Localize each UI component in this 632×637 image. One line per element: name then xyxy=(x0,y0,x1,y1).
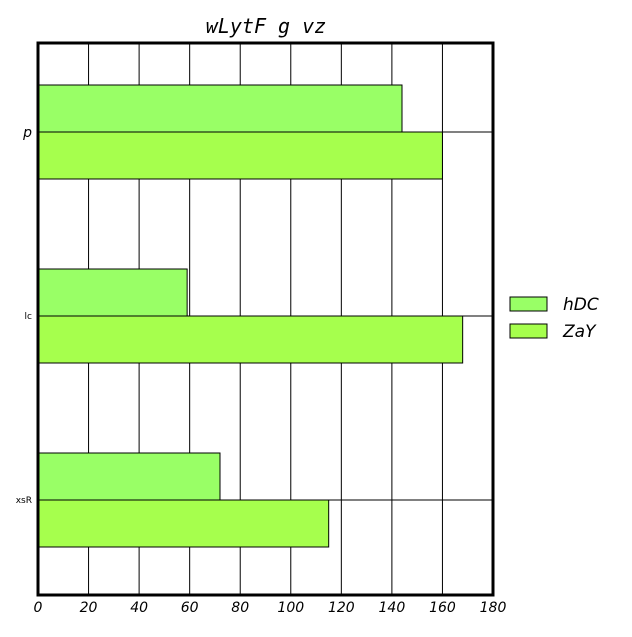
legend-swatch xyxy=(510,324,547,338)
bar-ZaY-xsR xyxy=(38,500,329,547)
x-tick-label: 60 xyxy=(181,600,199,616)
bar-ZaY-lc xyxy=(38,316,463,363)
legend-label: hDC xyxy=(563,295,599,315)
bars xyxy=(38,85,463,547)
x-tick-label: 20 xyxy=(80,600,98,616)
legend-swatch xyxy=(510,297,547,311)
y-tick-label: lc xyxy=(25,312,33,322)
x-tick-label: 160 xyxy=(429,600,456,616)
bar-hDC-lc xyxy=(38,269,187,316)
chart-title: wLytF g vz xyxy=(206,14,326,38)
legend-label: ZaY xyxy=(562,322,597,342)
y-tick-label: xsR xyxy=(16,496,32,506)
x-tick-label: 0 xyxy=(34,600,43,616)
x-tick-label: 100 xyxy=(277,600,304,616)
bar-hDC-xsR xyxy=(38,453,220,500)
legend: hDC ZaY xyxy=(510,295,599,342)
x-tick-label: 140 xyxy=(379,600,406,616)
y-tick-label: p xyxy=(22,125,32,141)
bar-hDC-p xyxy=(38,85,402,132)
x-tick-label: 40 xyxy=(130,600,148,616)
x-tick-label: 80 xyxy=(231,600,249,616)
x-tick-label: 120 xyxy=(328,600,355,616)
bar-ZaY-p xyxy=(38,132,442,179)
x-tick-label: 180 xyxy=(480,600,507,616)
